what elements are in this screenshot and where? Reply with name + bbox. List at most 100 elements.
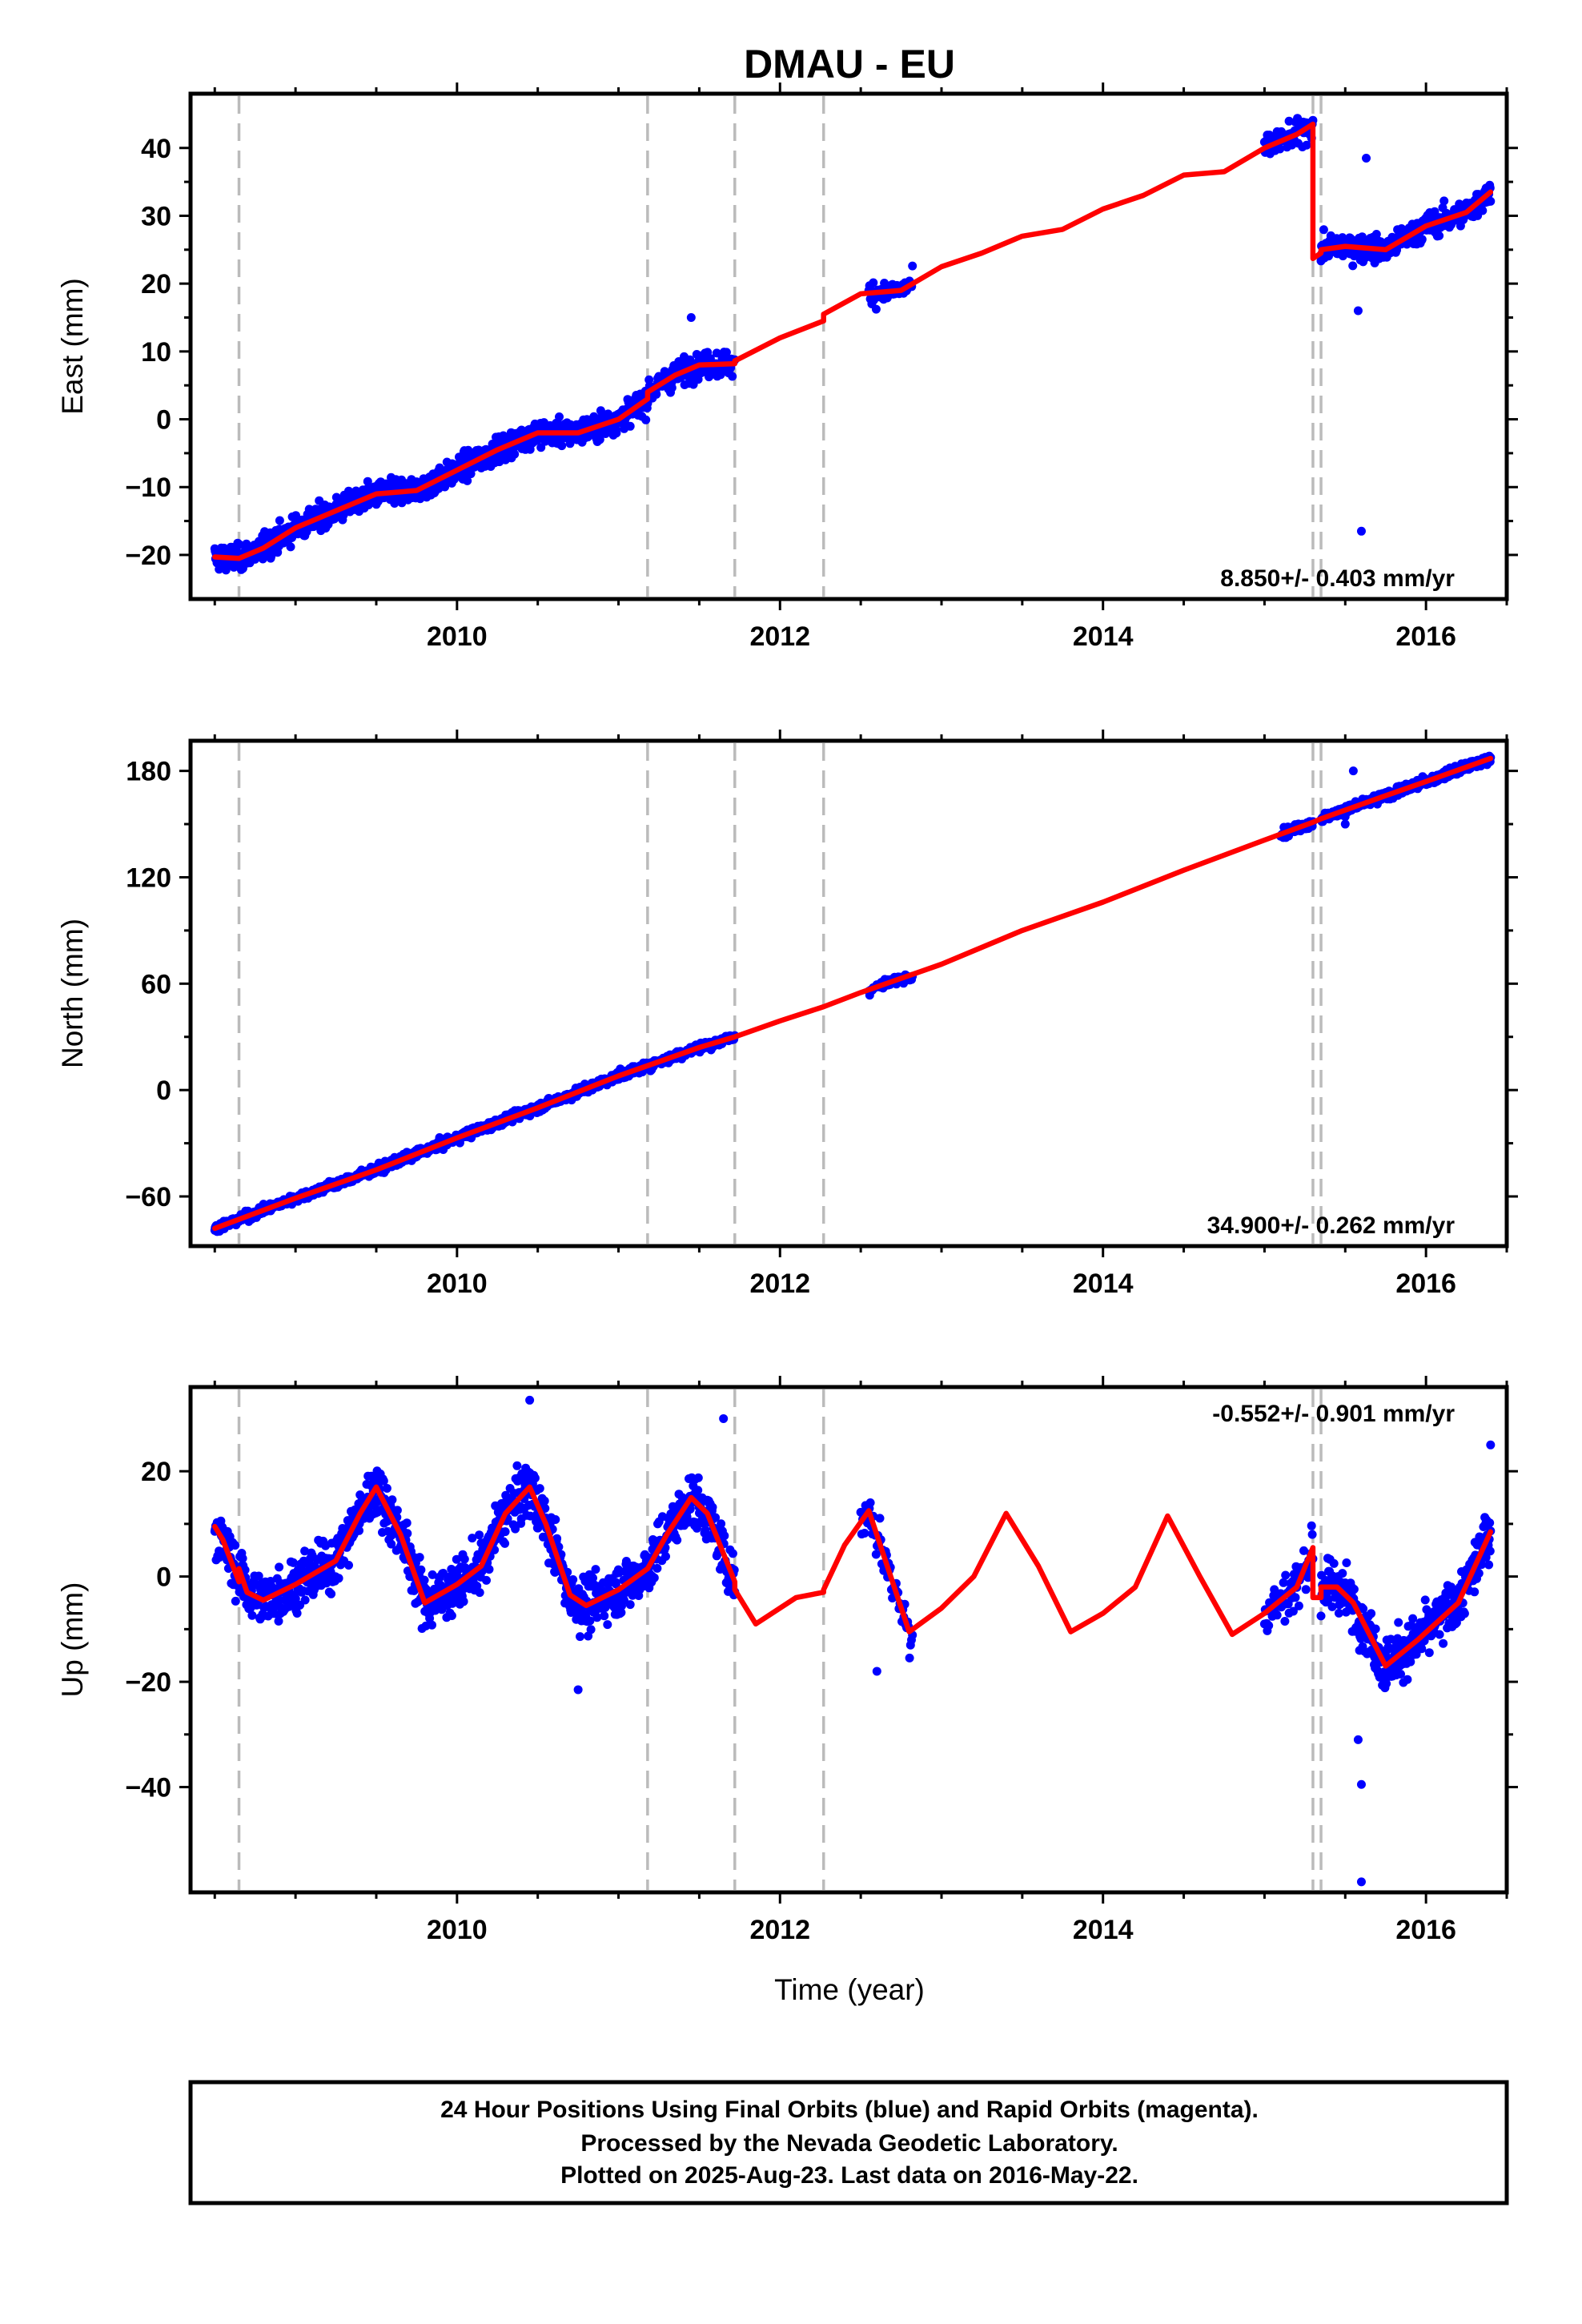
data-point bbox=[254, 1571, 263, 1581]
data-point bbox=[288, 1558, 298, 1567]
model-line bbox=[212, 121, 1494, 561]
data-point bbox=[555, 412, 564, 421]
data-point bbox=[459, 1597, 468, 1606]
y-tick-label: 20 bbox=[141, 269, 171, 300]
data-point bbox=[536, 443, 546, 452]
data-point bbox=[1334, 1608, 1343, 1618]
data-point bbox=[1359, 1604, 1368, 1614]
data-point bbox=[1367, 1609, 1376, 1618]
data-point bbox=[616, 1608, 626, 1618]
data-point bbox=[500, 1538, 510, 1548]
data-point bbox=[1371, 1624, 1380, 1634]
data-point bbox=[686, 313, 696, 323]
data-point bbox=[625, 1600, 635, 1610]
data-point bbox=[475, 1530, 484, 1540]
data-point bbox=[1486, 196, 1496, 206]
data-point bbox=[512, 1461, 522, 1470]
data-point bbox=[1338, 1569, 1347, 1578]
data-point bbox=[452, 1554, 461, 1564]
data-point bbox=[420, 1575, 429, 1585]
data-point bbox=[300, 1595, 310, 1605]
data-point bbox=[1439, 196, 1449, 206]
data-point bbox=[652, 1563, 662, 1573]
y-tick-label: −20 bbox=[125, 541, 171, 571]
data-point bbox=[611, 1579, 620, 1589]
data-point bbox=[1342, 1558, 1351, 1567]
data-point bbox=[387, 1495, 397, 1505]
data-point bbox=[1327, 1602, 1337, 1611]
data-point bbox=[439, 1569, 448, 1578]
data-point bbox=[603, 1620, 612, 1630]
data-point bbox=[466, 469, 476, 479]
plot-frame bbox=[188, 91, 1509, 601]
data-point bbox=[1294, 1601, 1303, 1610]
data-point bbox=[1371, 230, 1381, 239]
data-point bbox=[600, 1611, 609, 1621]
data-point bbox=[1417, 1644, 1427, 1654]
data-point bbox=[1279, 1578, 1288, 1587]
data-point bbox=[387, 1539, 396, 1549]
data-point bbox=[238, 1554, 247, 1563]
x-tick-label: 2012 bbox=[749, 1269, 810, 1299]
data-point bbox=[274, 1616, 283, 1626]
data-point bbox=[530, 1474, 540, 1483]
y-tick-label: 60 bbox=[141, 969, 171, 999]
data-point bbox=[267, 552, 276, 561]
data-point bbox=[592, 1613, 602, 1622]
data-point bbox=[649, 1573, 659, 1582]
data-point bbox=[1406, 1657, 1415, 1667]
data-point bbox=[1303, 1573, 1313, 1582]
data-point bbox=[1307, 1521, 1316, 1530]
velocity-label: 34.900+/- 0.262 mm/yr bbox=[1207, 1212, 1456, 1239]
y-axis-label: North (mm) bbox=[56, 919, 89, 1068]
data-point bbox=[1403, 1675, 1412, 1684]
data-point bbox=[667, 383, 677, 392]
data-point bbox=[708, 1502, 717, 1512]
data-point bbox=[1478, 206, 1488, 215]
data-point bbox=[693, 1486, 703, 1495]
data-point bbox=[1291, 1593, 1300, 1602]
data-point bbox=[728, 372, 737, 381]
data-point bbox=[510, 449, 520, 459]
data-point bbox=[625, 421, 635, 431]
data-point bbox=[717, 1519, 726, 1529]
data-point bbox=[540, 1504, 550, 1513]
data-point bbox=[390, 497, 400, 506]
data-point bbox=[428, 1620, 436, 1630]
data-point bbox=[693, 1523, 701, 1533]
y-tick-label: 180 bbox=[126, 757, 171, 787]
data-point bbox=[711, 1513, 721, 1522]
data-point bbox=[428, 1570, 437, 1579]
data-point bbox=[235, 540, 244, 549]
data-point bbox=[463, 476, 472, 485]
data-point bbox=[291, 511, 300, 521]
data-point bbox=[247, 1610, 257, 1620]
data-point bbox=[1394, 1618, 1403, 1627]
data-point bbox=[291, 1594, 300, 1603]
data-point bbox=[1485, 183, 1495, 193]
x-tick-label: 2016 bbox=[1395, 1269, 1456, 1299]
velocity-label: 8.850+/- 0.403 mm/yr bbox=[1220, 565, 1455, 592]
data-point bbox=[591, 1565, 600, 1574]
data-point bbox=[721, 348, 731, 357]
data-point bbox=[1302, 140, 1311, 150]
data-point bbox=[1270, 1585, 1279, 1594]
data-point bbox=[1275, 144, 1285, 154]
data-point bbox=[1435, 231, 1444, 240]
data-point bbox=[468, 1534, 477, 1543]
data-point bbox=[585, 1616, 595, 1626]
data-point bbox=[482, 1575, 491, 1585]
data-point bbox=[1417, 235, 1427, 244]
chart-title: DMAU - EU bbox=[744, 42, 955, 86]
data-point bbox=[431, 1606, 440, 1615]
data-point bbox=[1264, 1621, 1274, 1630]
data-point bbox=[1319, 225, 1328, 235]
data-point bbox=[1382, 1679, 1391, 1688]
data-point bbox=[533, 1523, 543, 1533]
data-point bbox=[557, 441, 567, 451]
y-tick-label: −60 bbox=[125, 1182, 171, 1212]
y-tick-label: 30 bbox=[141, 201, 171, 231]
y-tick-label: 10 bbox=[141, 337, 171, 368]
x-tick-label: 2012 bbox=[749, 621, 810, 652]
